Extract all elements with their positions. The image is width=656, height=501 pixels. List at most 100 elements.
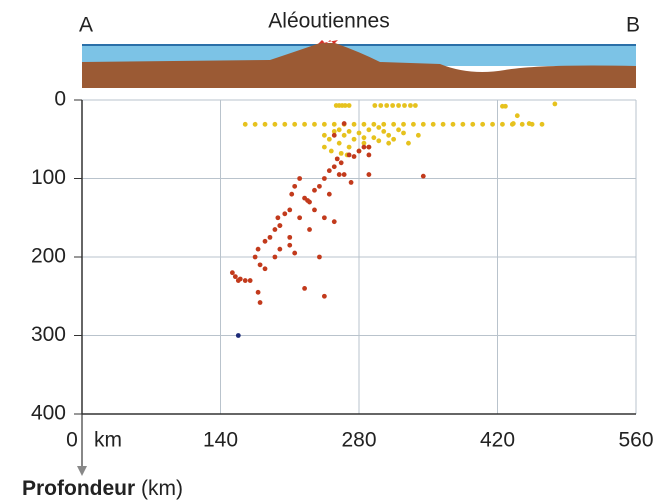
point [341, 172, 347, 177]
point [390, 103, 396, 108]
point [331, 129, 337, 134]
point [391, 136, 397, 142]
point [272, 227, 278, 232]
point [384, 103, 390, 108]
point [450, 121, 456, 127]
y-label: Profondeur [22, 477, 135, 500]
cross-section [82, 40, 636, 88]
point [346, 103, 352, 108]
point [470, 121, 476, 127]
point [336, 127, 342, 133]
point [307, 227, 312, 232]
point [361, 140, 367, 146]
point [361, 121, 367, 127]
point [351, 136, 357, 142]
point [420, 173, 426, 179]
point [376, 138, 382, 144]
point [305, 198, 310, 203]
point [321, 121, 327, 127]
point [292, 121, 298, 127]
point [252, 254, 258, 260]
point [312, 121, 317, 127]
point [338, 150, 344, 156]
point [356, 148, 362, 154]
point [378, 103, 384, 108]
point [514, 113, 520, 119]
point [381, 129, 387, 134]
point [500, 121, 505, 127]
point [262, 238, 268, 244]
point [386, 140, 392, 146]
point [328, 148, 334, 154]
point [321, 176, 327, 181]
point [519, 121, 525, 127]
point [391, 121, 397, 127]
point [252, 121, 258, 127]
point [348, 180, 354, 185]
point [396, 103, 401, 108]
point [510, 121, 516, 126]
point [289, 191, 295, 197]
y-tick-label: 100 [31, 166, 66, 189]
point [412, 103, 418, 108]
point [321, 215, 327, 221]
point [366, 144, 372, 150]
point [346, 144, 352, 150]
point [321, 293, 327, 299]
point [440, 121, 446, 127]
point [297, 176, 303, 181]
point [341, 121, 347, 126]
point [255, 246, 261, 252]
y-tick-label: 200 [31, 245, 66, 268]
point [321, 132, 327, 138]
point [331, 219, 337, 225]
point [401, 130, 406, 136]
point [312, 207, 317, 213]
point [292, 183, 298, 189]
point [361, 144, 367, 150]
point [331, 121, 337, 127]
point [312, 187, 317, 193]
point [282, 211, 288, 217]
point [287, 207, 293, 213]
x-tick-label: 0 [66, 429, 78, 452]
point [420, 121, 426, 127]
point [386, 132, 392, 138]
point [346, 152, 352, 158]
point [430, 121, 436, 127]
point [336, 140, 342, 146]
point [321, 144, 327, 150]
point [232, 274, 238, 280]
point [247, 278, 253, 283]
point [346, 129, 352, 134]
point [480, 121, 486, 127]
point [235, 333, 241, 338]
y-tick-label: 400 [31, 402, 66, 425]
point [297, 215, 303, 221]
point [526, 121, 532, 126]
point [262, 266, 268, 272]
point [460, 121, 466, 127]
y-axis-label: Profondeur (km) [22, 477, 183, 500]
point [356, 130, 362, 136]
y-unit: (km) [141, 477, 183, 500]
point [267, 234, 273, 240]
point [287, 242, 293, 248]
point [317, 183, 322, 189]
point [552, 101, 558, 107]
point [539, 121, 545, 127]
point [338, 160, 344, 166]
point [326, 136, 332, 142]
x-tick-label: 280 [341, 429, 376, 452]
point [401, 121, 406, 127]
point [351, 154, 357, 159]
point [257, 262, 263, 268]
point [366, 172, 372, 177]
point [262, 121, 268, 127]
point [381, 121, 387, 127]
point [255, 289, 261, 295]
point [376, 125, 382, 130]
point [372, 103, 378, 108]
point [334, 156, 340, 162]
point [402, 103, 407, 108]
